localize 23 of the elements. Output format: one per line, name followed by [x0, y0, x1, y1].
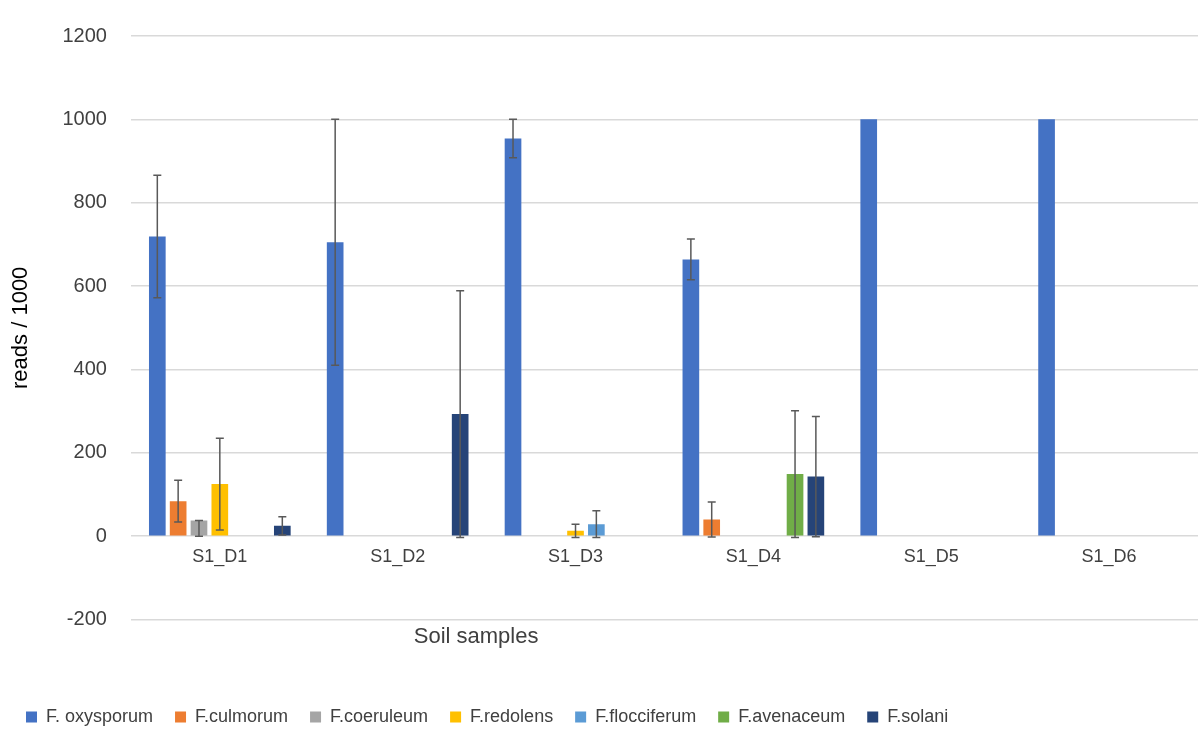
y-tick-label: 400	[73, 357, 107, 379]
y-axis-title: reads / 1000	[7, 266, 33, 389]
legend-label: F.flocciferum	[595, 705, 697, 726]
y-tick-label: 200	[73, 440, 107, 463]
legend-label: F. oxysporum	[46, 705, 154, 726]
x-tick-label: S1_D1	[192, 546, 248, 567]
x-axis-title: Soil samples	[413, 622, 539, 648]
legend-label: F.culmorum	[195, 705, 289, 726]
x-tick-label: S1_D6	[1081, 546, 1137, 567]
y-tick-label: 600	[73, 273, 107, 296]
x-tick-label: S1_D4	[725, 546, 781, 567]
y-tick-label: -200	[66, 607, 107, 630]
legend-label: F.avenaceum	[738, 705, 846, 726]
y-tick-label: 800	[73, 190, 107, 213]
x-tick-label: S1_D5	[903, 546, 959, 567]
legend-label: F.solani	[887, 705, 949, 726]
y-tick-label: 0	[95, 523, 107, 546]
y-tick-label: 1200	[62, 23, 107, 46]
x-tick-label: S1_D2	[370, 546, 426, 567]
x-tick-label: S1_D3	[548, 546, 604, 567]
y-tick-label: 1000	[62, 106, 107, 129]
legend-label: F.redolens	[470, 705, 554, 726]
legend-label: F.coeruleum	[330, 705, 429, 726]
